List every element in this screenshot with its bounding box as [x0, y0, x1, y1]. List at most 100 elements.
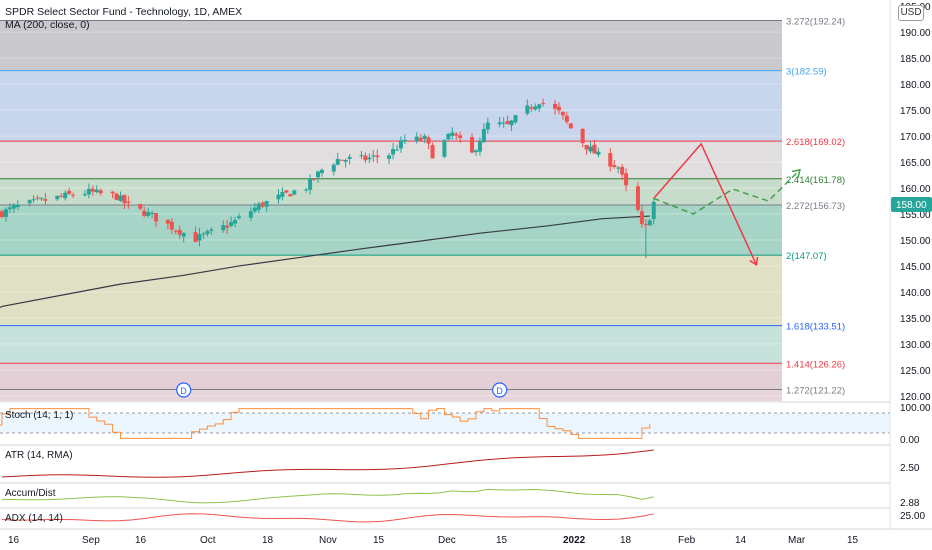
fib-label: 2(147.07): [786, 251, 827, 262]
candle-body: [118, 195, 123, 201]
candle-body: [596, 151, 601, 155]
candle-body: [197, 234, 202, 241]
candle-body: [284, 190, 289, 193]
stoch-legend: Stoch (14, 1, 1): [5, 410, 73, 421]
ma-line: [0, 215, 650, 309]
candle-body: [371, 155, 376, 157]
fib-lines: 3.272(192.24) 3(182.59) 2.618(169.02) 2.414…: [0, 17, 845, 396]
price-tick: 125.00: [900, 366, 931, 377]
candle-body: [422, 135, 427, 139]
candle-body: [592, 144, 597, 154]
candle-body: [205, 231, 210, 235]
candle-body: [248, 211, 253, 218]
fib-label: 3.272(192.24): [786, 17, 845, 28]
candle-body: [256, 203, 261, 210]
candle-body: [509, 120, 514, 126]
candles: [0, 98, 656, 259]
price-tick: 130.00: [900, 340, 931, 351]
time-tick: Mar: [788, 535, 806, 546]
fib-band: [0, 363, 782, 390]
candle-body: [86, 188, 91, 195]
accum-tick: 2.88: [900, 498, 920, 509]
projection-arrowhead: [791, 168, 801, 178]
time-tick: 16: [8, 535, 20, 546]
candle-body: [71, 194, 76, 196]
dividend-marker-label: D: [496, 386, 503, 396]
candle-body: [442, 140, 447, 157]
candle-body: [367, 157, 372, 160]
candle-body: [395, 149, 399, 151]
candle-body: [31, 199, 36, 201]
candle-body: [90, 188, 95, 192]
price-tick: 145.00: [900, 262, 931, 273]
fib-label: 3(182.59): [786, 67, 827, 78]
adx-legend: ADX (14, 14): [5, 513, 63, 524]
candle-body: [252, 207, 257, 212]
candle-body: [233, 220, 238, 224]
stoch-tick-100: 100.00: [900, 403, 931, 414]
candle-body: [11, 205, 16, 209]
candle-body: [221, 225, 226, 231]
candle-body: [647, 220, 652, 226]
candle-body: [477, 141, 482, 152]
candle-body: [154, 213, 159, 222]
candle-body: [359, 155, 364, 157]
price-tick: 160.00: [900, 184, 931, 195]
candle-body: [169, 221, 174, 230]
candle-body: [177, 229, 182, 235]
candle-body: [339, 159, 344, 161]
fib-label: 1.618(133.51): [786, 322, 845, 333]
candle-body: [280, 191, 285, 197]
time-tick: Oct: [200, 535, 216, 546]
fib-band: [0, 20, 782, 71]
candle-body: [237, 216, 241, 219]
candle-body: [264, 201, 269, 207]
candle-body: [584, 144, 589, 150]
candle-body: [458, 135, 463, 138]
candle-body: [580, 128, 585, 144]
indicator-panes: [0, 401, 932, 530]
candle-body: [209, 229, 214, 231]
axes: 195.00190.00185.00180.00175.00170.00165.…: [8, 0, 931, 546]
candle-body: [193, 232, 198, 242]
candle-body: [304, 189, 309, 191]
candle-body: [27, 200, 32, 204]
candle-body: [316, 171, 320, 178]
candle-body: [229, 222, 234, 227]
candle-body: [142, 210, 147, 216]
candle-body: [312, 178, 317, 180]
candle-body: [568, 123, 573, 129]
candle-body: [181, 232, 186, 237]
candle-body: [620, 166, 625, 175]
candle-body: [501, 122, 506, 124]
time-tick: Nov: [319, 535, 337, 546]
candle-body: [138, 203, 143, 209]
dividend-marker-label: D: [180, 386, 187, 396]
time-tick: Feb: [678, 535, 696, 546]
currency-button[interactable]: USD: [898, 5, 924, 21]
candle-body: [43, 199, 48, 201]
fib-label: 2.414(161.78): [786, 175, 845, 186]
candle-body: [343, 160, 348, 162]
candle-body: [59, 195, 64, 197]
candle-body: [529, 107, 534, 109]
candle-body: [505, 120, 510, 124]
price-tick: 190.00: [900, 28, 931, 39]
candle-body: [588, 146, 593, 152]
candle-body: [537, 104, 542, 109]
candle-body: [612, 165, 617, 168]
time-tick: 16: [135, 535, 147, 546]
time-tick: 18: [262, 535, 274, 546]
fib-bands: [0, 20, 782, 401]
stoch-line: [0, 408, 651, 439]
price-tick: 180.00: [900, 80, 931, 91]
candle-body: [525, 105, 530, 114]
stoch-band: [0, 413, 890, 433]
candle-body: [39, 198, 44, 200]
candle-body: [398, 140, 403, 149]
candle-body: [98, 190, 103, 194]
time-tick: 18: [620, 535, 632, 546]
